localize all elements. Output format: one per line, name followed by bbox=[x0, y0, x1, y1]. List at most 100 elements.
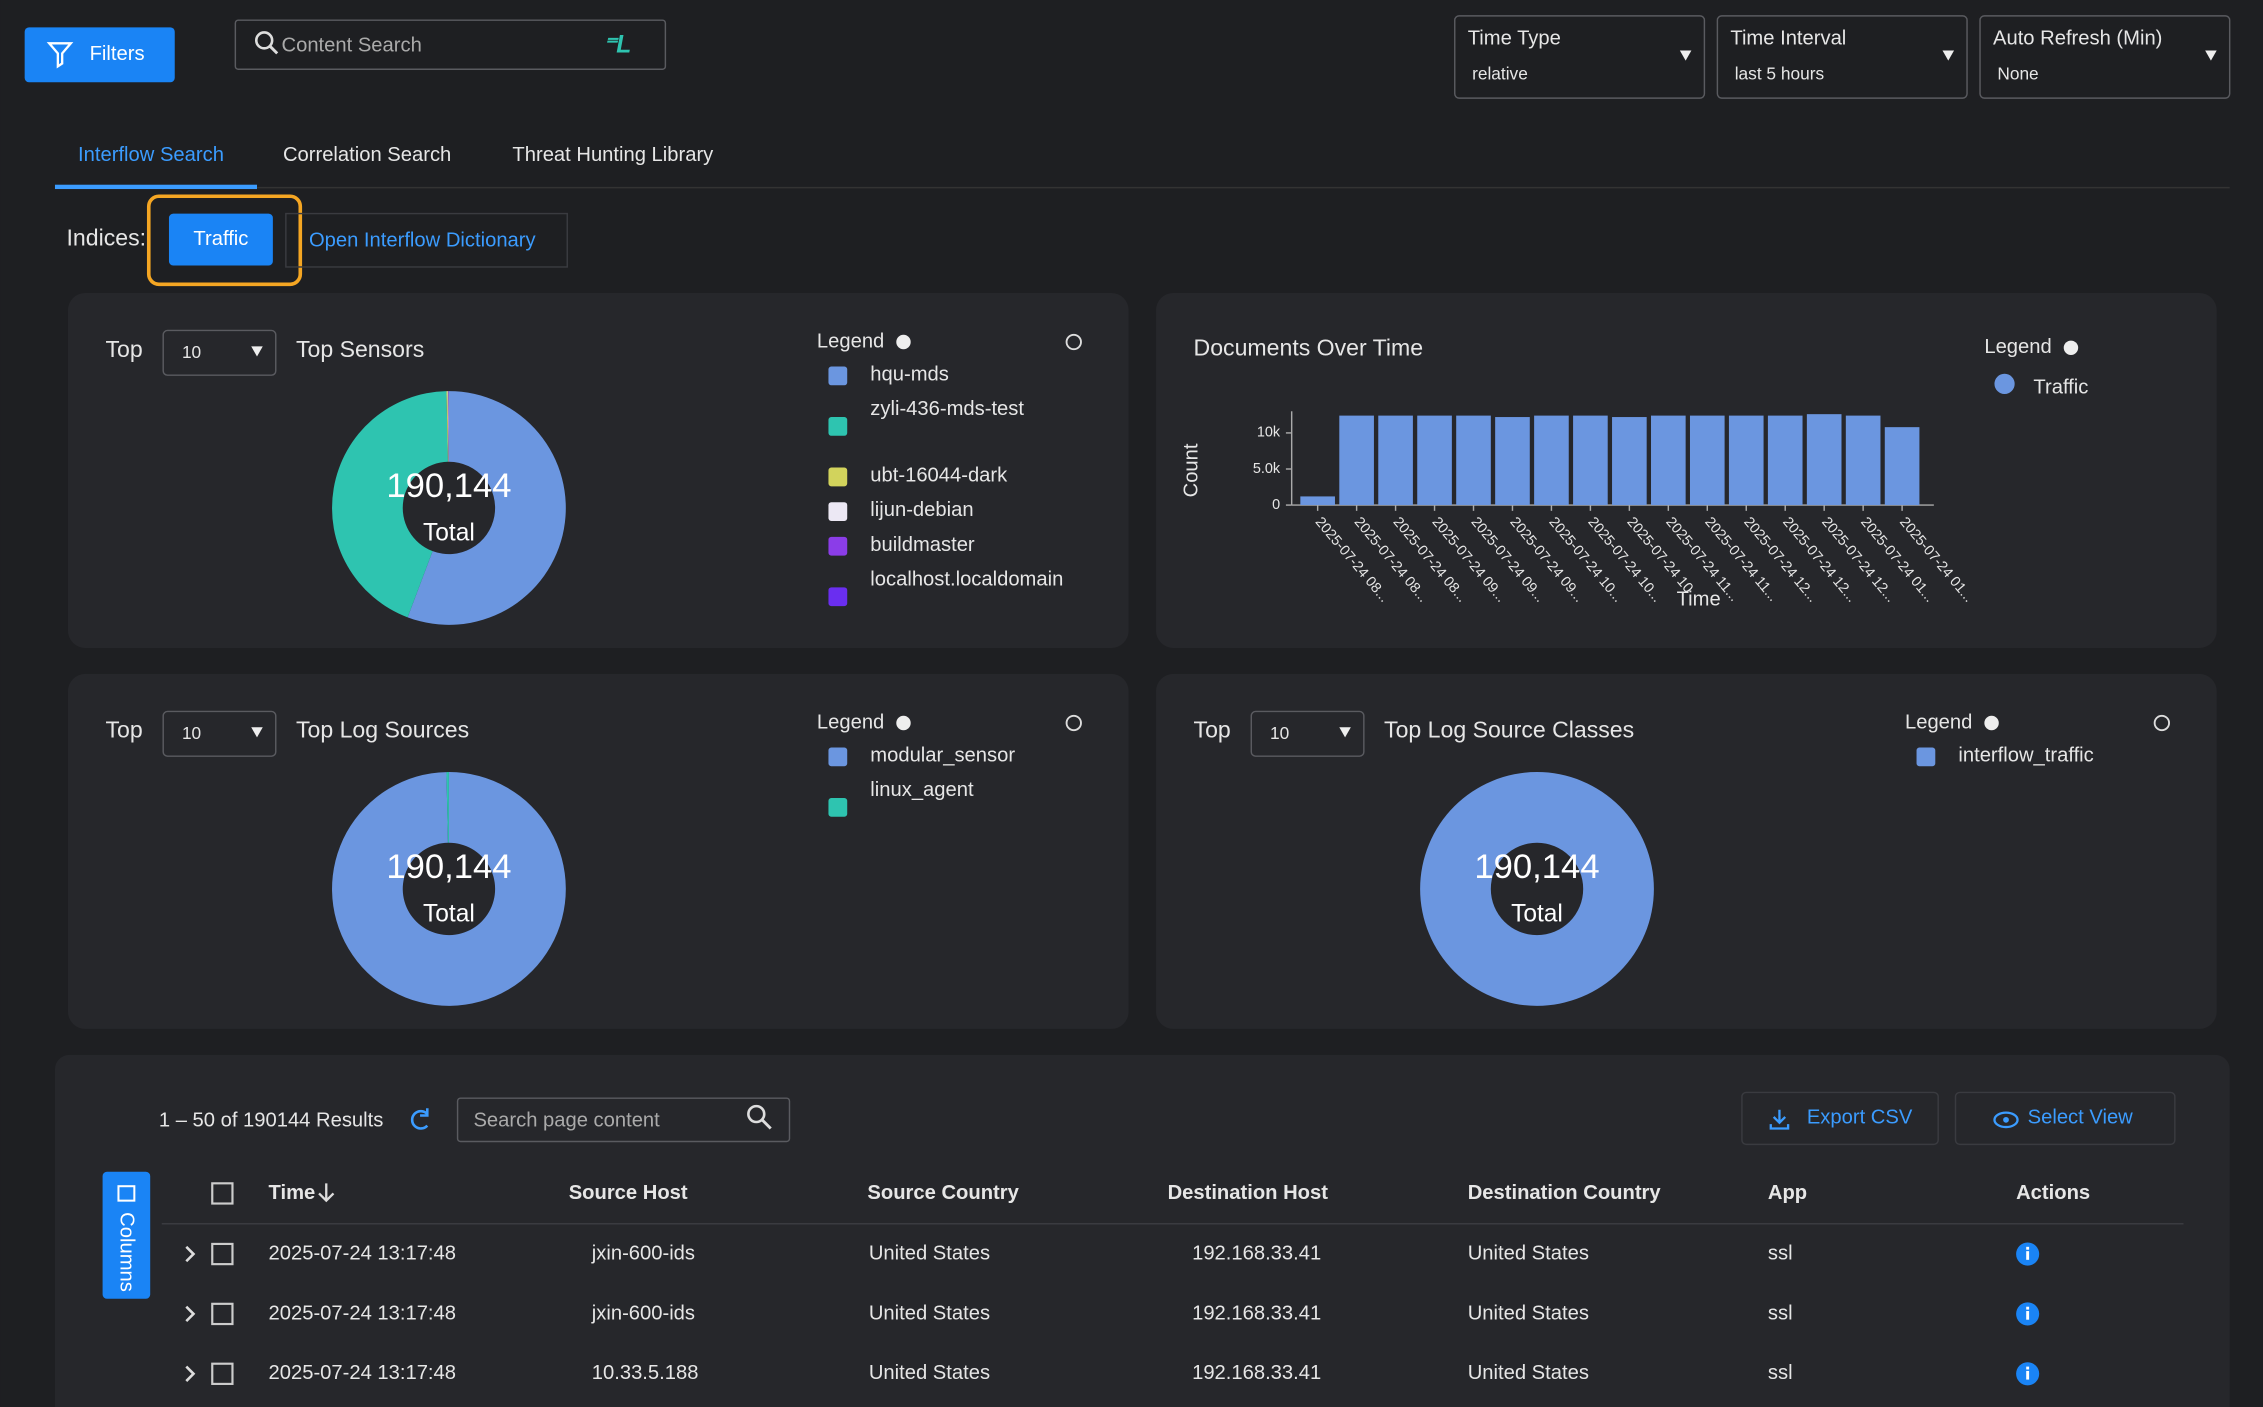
filters-label: Filters bbox=[90, 43, 145, 65]
donut-slice bbox=[407, 391, 566, 625]
legend-label[interactable]: zyli-436-mds-test bbox=[870, 398, 1024, 420]
dropdown-value: last 5 hours bbox=[1735, 64, 1825, 84]
bar bbox=[1534, 415, 1569, 506]
columns-label: Columns bbox=[115, 1212, 137, 1292]
legend-toggle[interactable] bbox=[1065, 333, 1082, 351]
tab[interactable]: Correlation Search bbox=[283, 144, 451, 166]
top-label: Top bbox=[105, 336, 142, 362]
legend-arrow[interactable] bbox=[2063, 340, 2079, 355]
legend-swatch bbox=[828, 536, 848, 556]
dictionary-link-box[interactable] bbox=[285, 212, 568, 268]
results-panel bbox=[54, 1054, 2230, 1407]
select-view-button[interactable] bbox=[1954, 1091, 2176, 1146]
column-header: Source Country bbox=[867, 1182, 1019, 1204]
legend-arrow[interactable] bbox=[896, 334, 911, 350]
legend-title: Legend bbox=[1905, 711, 1972, 733]
bar bbox=[1689, 415, 1725, 506]
traffic-index-button[interactable] bbox=[168, 213, 273, 266]
content-search[interactable] bbox=[234, 19, 667, 70]
x-axis-label: Time bbox=[1677, 589, 1721, 611]
chart-panel bbox=[67, 673, 1129, 1029]
page-search-icon bbox=[761, 1118, 772, 1130]
legend-label[interactable]: hqu-mds bbox=[870, 364, 949, 386]
legend-toggle[interactable] bbox=[2153, 714, 2171, 732]
total-value: 190,144 bbox=[386, 848, 511, 886]
tab[interactable]: Interflow Search bbox=[78, 144, 224, 166]
columns-button[interactable] bbox=[102, 1171, 151, 1299]
legend-label[interactable]: Traffic bbox=[2033, 377, 2088, 399]
export-button[interactable] bbox=[1741, 1091, 1939, 1146]
legend-arrow[interactable] bbox=[896, 715, 911, 731]
chart-title: Top Log Source Classes bbox=[1384, 717, 1634, 743]
info-icon-mark bbox=[2026, 1370, 2030, 1380]
dropdown[interactable] bbox=[1979, 15, 2231, 99]
page-search[interactable] bbox=[456, 1097, 791, 1143]
y-tick-label: 5.0k bbox=[1253, 461, 1281, 477]
legend-arrow[interactable] bbox=[1984, 715, 1999, 731]
top-select[interactable] bbox=[1250, 710, 1365, 757]
y-tick-label: 0 bbox=[1272, 497, 1280, 513]
dropdown-value: relative bbox=[1472, 64, 1528, 84]
donut-slice bbox=[332, 772, 566, 1006]
dropdown-caret bbox=[2205, 50, 2217, 61]
expand-chevron[interactable] bbox=[185, 1305, 196, 1323]
chart-panel bbox=[1156, 292, 2217, 648]
legend-toggle[interactable] bbox=[1065, 714, 1082, 732]
total-caption: Total bbox=[423, 519, 475, 546]
top-value: 10 bbox=[1270, 723, 1289, 743]
dropdown[interactable] bbox=[1716, 15, 1968, 99]
legend-label[interactable]: modular_sensor bbox=[870, 745, 1015, 767]
bar bbox=[1728, 415, 1764, 506]
row-checkbox[interactable] bbox=[211, 1242, 234, 1266]
bar bbox=[1612, 417, 1647, 506]
y-axis-label: Count bbox=[1180, 443, 1202, 497]
expand-chevron[interactable] bbox=[185, 1365, 196, 1382]
select-all-checkbox[interactable] bbox=[211, 1182, 234, 1205]
dropdown-caret bbox=[1942, 50, 1955, 61]
bar bbox=[1378, 415, 1413, 506]
donut-slice bbox=[332, 391, 448, 618]
bar bbox=[1767, 415, 1803, 506]
donut-slice bbox=[446, 391, 449, 462]
dictionary-link[interactable]: Open Interflow Dictionary bbox=[309, 229, 537, 251]
table-cell: 2025-07-24 13:17:48 bbox=[269, 1242, 456, 1264]
bar bbox=[1845, 415, 1881, 506]
donut-slice bbox=[446, 772, 449, 843]
total-caption: Total bbox=[1511, 900, 1563, 927]
legend-label[interactable]: interflow_traffic bbox=[1958, 745, 2093, 767]
dropdown-label: Time Interval bbox=[1730, 27, 1846, 49]
chart-title: Documents Over Time bbox=[1194, 334, 1424, 360]
legend-label[interactable]: buildmaster bbox=[870, 534, 975, 556]
legend-label[interactable]: localhost.localdomain bbox=[870, 568, 1063, 590]
table-cell: 2025-07-24 13:17:48 bbox=[269, 1362, 456, 1384]
column-header[interactable]: Time bbox=[269, 1182, 316, 1204]
logo-icon: ⁼L bbox=[603, 32, 631, 59]
row-checkbox[interactable] bbox=[211, 1302, 234, 1326]
table-cell: 10.33.5.188 bbox=[592, 1362, 699, 1384]
top-select[interactable] bbox=[162, 329, 277, 376]
row-checkbox[interactable] bbox=[211, 1362, 234, 1385]
legend-swatch bbox=[828, 502, 848, 521]
top-select[interactable] bbox=[162, 710, 277, 757]
legend-label[interactable]: linux_agent bbox=[870, 779, 974, 801]
tab[interactable]: Threat Hunting Library bbox=[512, 144, 714, 166]
results-summary: 1 – 50 of 190144 Results bbox=[159, 1110, 383, 1132]
legend-label[interactable]: lijun-debian bbox=[870, 499, 973, 521]
refresh-icon[interactable] bbox=[410, 1108, 429, 1130]
dropdown[interactable] bbox=[1454, 15, 1706, 99]
export-icon bbox=[1769, 1109, 1790, 1130]
bar bbox=[1884, 427, 1920, 506]
y-tick-label: 10k bbox=[1257, 425, 1281, 441]
legend-swatch bbox=[1916, 747, 1936, 767]
expand-chevron[interactable] bbox=[185, 1245, 196, 1263]
top-label: Top bbox=[1194, 717, 1231, 743]
legend-label[interactable]: ubt-16044-dark bbox=[870, 465, 1008, 487]
table-cell: United States bbox=[869, 1362, 990, 1384]
column-header: App bbox=[1768, 1182, 1807, 1204]
search-placeholder: Content Search bbox=[282, 35, 422, 57]
select-caret bbox=[251, 727, 263, 738]
filters-button[interactable] bbox=[24, 27, 175, 83]
chart-title: Top Sensors bbox=[296, 336, 424, 362]
legend-swatch bbox=[828, 467, 848, 487]
